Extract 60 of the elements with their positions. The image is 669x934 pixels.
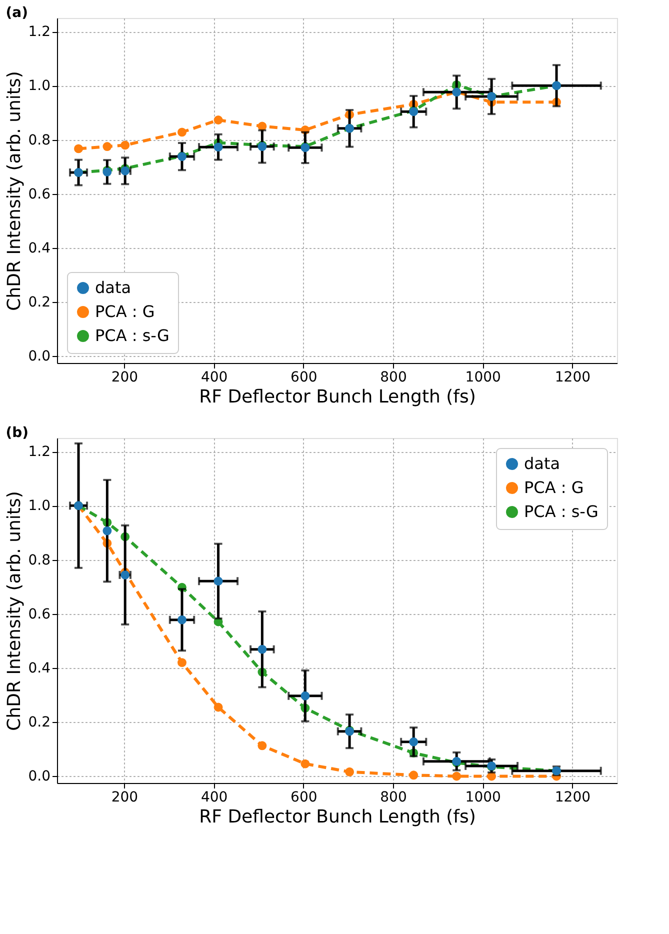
y-tick-label: 0.6 (28, 186, 51, 202)
y-tick-label: 0.2 (28, 714, 50, 731)
x-tick-label: 400 (200, 790, 228, 806)
legend-label: PCA : G (95, 302, 155, 321)
x-tick-label: 600 (290, 790, 318, 806)
x-tick-label: 200 (111, 790, 138, 806)
point (409, 737, 418, 746)
x-tick-label: 200 (111, 370, 138, 386)
point (178, 658, 186, 668)
legend-label: data (524, 454, 560, 473)
point (102, 526, 112, 536)
x-tick-label: 800 (380, 790, 407, 806)
y-tick-label: 0.4 (28, 240, 51, 256)
legend-label: PCA : s-G (524, 502, 598, 521)
y-tick-label: 1.2 (28, 444, 50, 460)
point (214, 702, 223, 712)
point (345, 767, 354, 776)
y-tick-label: 0.2 (28, 294, 50, 311)
y-tick-label: 1.2 (28, 24, 50, 40)
point (120, 140, 130, 150)
y-tick-label: 0.4 (28, 660, 51, 676)
x-tick-label: 600 (290, 370, 318, 386)
point (178, 128, 186, 137)
y-tick-label: 1.0 (28, 498, 50, 514)
point (452, 772, 462, 781)
y-tick-label: 0.0 (28, 768, 50, 785)
chart-title: (a) (6, 5, 28, 21)
point (300, 759, 310, 768)
point (258, 122, 267, 131)
x-tick-label: 1000 (465, 370, 501, 386)
point (120, 570, 130, 580)
y-tick-label: 0.8 (28, 552, 50, 568)
y-axis-title: ChDR Intensity (arb. units) (4, 491, 26, 731)
point (258, 741, 267, 750)
point (258, 644, 267, 654)
chart-title: (b) (6, 425, 29, 441)
point (300, 691, 310, 700)
y-tick-label: 0.8 (28, 132, 50, 148)
legend-label: PCA : G (524, 478, 584, 497)
point (409, 770, 418, 780)
point (214, 116, 223, 124)
x-tick-label: 400 (200, 370, 228, 386)
x-tick-label: 1000 (465, 790, 501, 806)
y-tick-label: 0.6 (28, 606, 51, 622)
y-axis-title: ChDR Intensity (arb. units) (4, 71, 26, 311)
point (214, 576, 223, 586)
x-tick-label: 1200 (554, 790, 591, 806)
x-axis-title: RF Deflector Bunch Length (fs) (199, 806, 476, 828)
x-tick-label: 800 (380, 370, 407, 386)
point (214, 142, 223, 152)
x-axis-title: RF Deflector Bunch Length (fs) (199, 386, 476, 408)
point (74, 144, 83, 154)
y-tick-label: 0.0 (28, 348, 50, 365)
point (120, 166, 130, 176)
legend-label: PCA : s-G (95, 326, 170, 345)
point (178, 615, 186, 624)
legend-label: data (95, 278, 132, 297)
x-tick-label: 1200 (554, 370, 591, 386)
point (102, 142, 112, 151)
y-tick-label: 1.0 (28, 78, 50, 94)
